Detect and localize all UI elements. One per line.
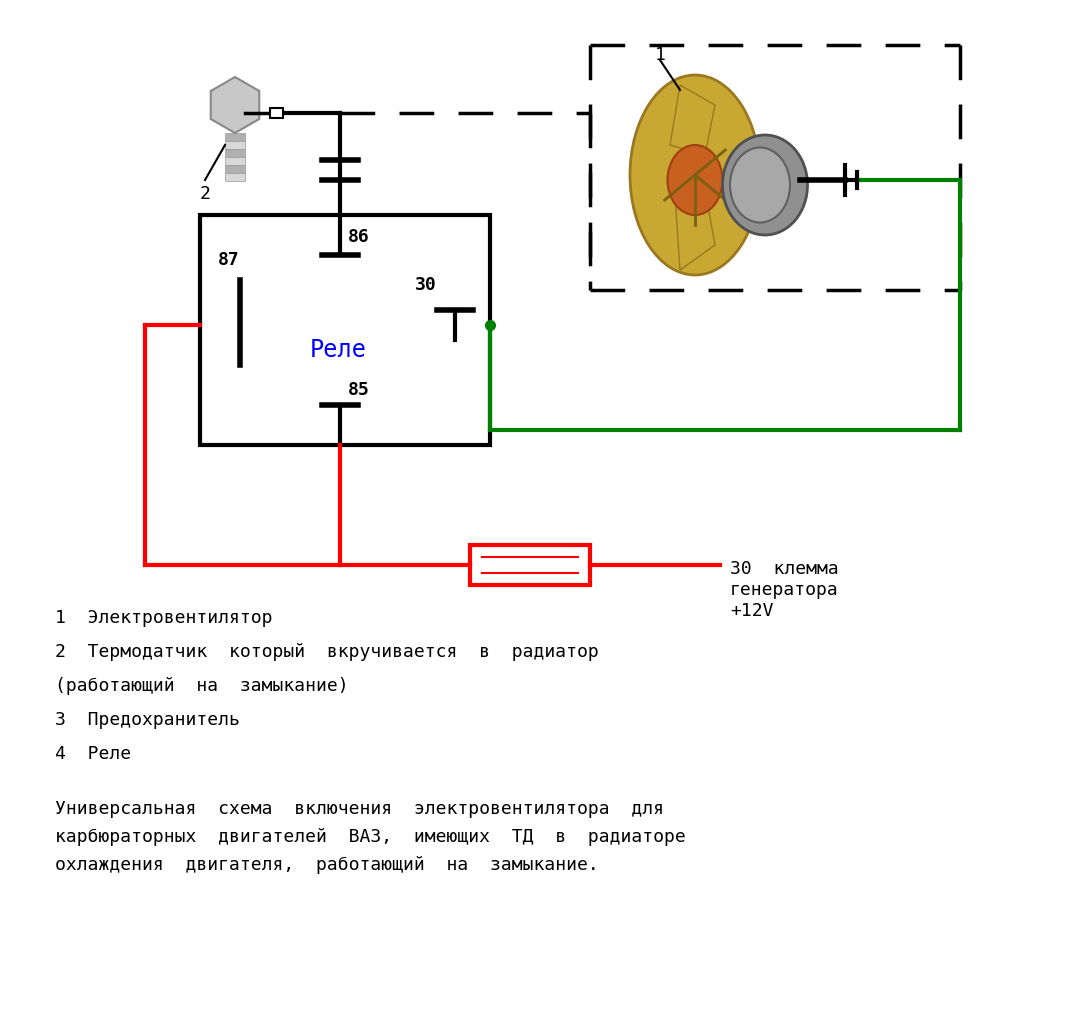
Text: 87: 87: [218, 251, 240, 269]
Ellipse shape: [723, 135, 808, 235]
Text: 3  Предохранитель: 3 Предохранитель: [55, 711, 240, 728]
Text: 4  Реле: 4 Реле: [55, 745, 131, 763]
Polygon shape: [270, 108, 283, 118]
Text: 86: 86: [348, 228, 369, 246]
Text: 2: 2: [200, 185, 211, 203]
Text: 85: 85: [348, 381, 369, 399]
Polygon shape: [225, 173, 245, 181]
Text: 2  Термодатчик  который  вкручивается  в  радиатор: 2 Термодатчик который вкручивается в рад…: [55, 643, 598, 661]
Ellipse shape: [630, 75, 760, 275]
Text: 30  клемма
генератора
+12V: 30 клемма генератора +12V: [730, 560, 839, 620]
Text: 1  Электровентилятор: 1 Электровентилятор: [55, 609, 272, 627]
Text: Реле: Реле: [310, 338, 366, 362]
Polygon shape: [225, 141, 245, 149]
Text: Универсальная  схема  включения  электровентилятора  для
карбюраторных  двигател: Универсальная схема включения электровен…: [55, 800, 686, 874]
Polygon shape: [211, 77, 259, 133]
Polygon shape: [225, 149, 245, 157]
Polygon shape: [225, 165, 245, 173]
Text: 30: 30: [415, 276, 437, 294]
Text: 1: 1: [654, 46, 665, 64]
Polygon shape: [670, 85, 715, 155]
Ellipse shape: [667, 145, 723, 215]
Polygon shape: [225, 157, 245, 165]
Polygon shape: [225, 133, 245, 141]
Text: (работающий  на  замыкание): (работающий на замыкание): [55, 677, 349, 695]
Ellipse shape: [730, 147, 789, 223]
Polygon shape: [675, 190, 715, 270]
